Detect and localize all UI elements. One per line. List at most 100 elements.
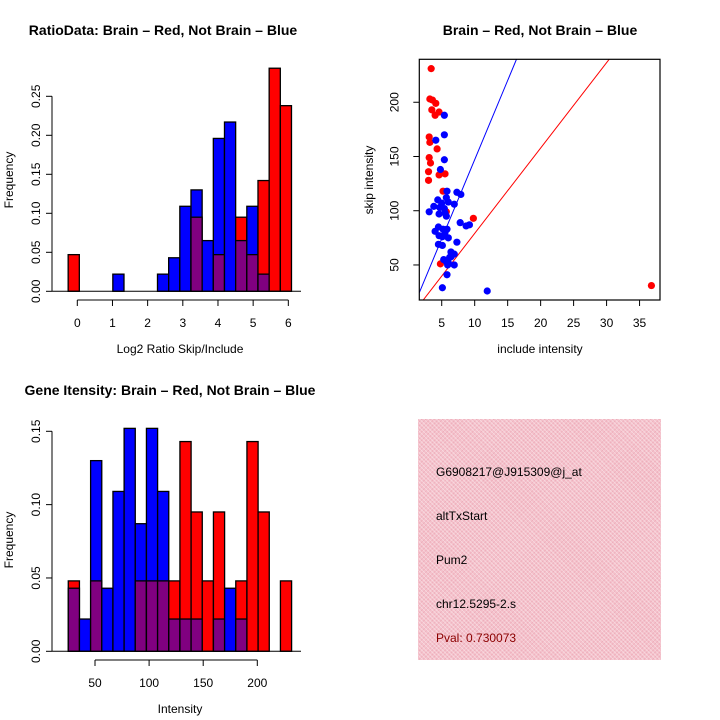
point-brain [427,65,435,73]
point-brain [424,176,433,184]
x-tick-label: 2 [144,316,151,330]
point-not-brain [435,210,443,218]
point-not-brain [483,287,491,295]
x-tick-label: 200 [247,676,267,690]
x-tick-label: 5 [438,316,445,330]
y-tick-label: 0.15 [29,419,43,443]
point-not-brain [457,190,465,199]
point-not-brain [436,165,445,174]
x-tick-label: 10 [468,316,482,330]
point-not-brain [425,208,433,216]
y-tick-label: 0.05 [29,566,43,590]
bar-not-brain [223,121,237,292]
x-tick-label: 30 [600,316,614,330]
brain-fit-line [422,59,610,300]
point-brain [647,281,656,290]
probe-id: G6908217@J915309@j_at [436,465,582,479]
y-tick-label: 0.00 [29,279,43,303]
point-not-brain [444,261,452,269]
point-not-brain [442,212,450,220]
bar-overlap [67,587,81,652]
point-not-brain [447,253,455,261]
point-not-brain [443,271,451,279]
point-not-brain [453,238,461,246]
point-not-brain [443,187,451,195]
point-not-brain [465,221,474,229]
chromosome-location: chr12.5295-2.s [436,597,517,611]
y-axis-label: Frequency [2,512,16,569]
plot-box [418,58,661,301]
bar-brain [201,580,215,652]
bar-not-brain [179,205,192,292]
bar-overlap [246,253,259,292]
bar-brain [279,105,293,292]
x-tick-label: 50 [88,676,102,690]
point-not-brain [438,241,446,250]
bar-overlap [145,580,159,652]
bar-overlap [179,618,192,652]
x-axis-label: Log2 Ratio Skip/Include [117,342,244,356]
point-brain [441,170,449,178]
y-tick-label: 0.15 [29,162,43,186]
x-tick-label: 5 [250,316,257,330]
chart-title: Brain – Red, Not Brain – Blue [443,22,638,38]
y-axis-label: Frequency [2,152,16,209]
chart-title: RatioData: Brain – Red, Not Brain – Blue [29,22,298,38]
y-tick-label: 0.00 [29,639,43,663]
x-axis-label: Intensity [158,702,203,716]
bar-brain [257,511,270,652]
p-value: Pval: 0.730073 [436,631,517,645]
x-tick-label: 1 [109,316,116,330]
bar-brain [279,580,293,652]
x-tick-label: 100 [139,676,159,690]
point-brain [425,133,433,141]
bar-overlap [212,253,226,292]
x-tick-label: 35 [633,316,647,330]
point-not-brain [450,200,458,208]
point-brain [428,106,436,114]
point-brain [426,159,435,167]
bar-not-brain [156,273,170,292]
x-tick-label: 4 [215,316,222,330]
x-tick-label: 6 [285,316,292,330]
bar-overlap [190,216,203,292]
y-axis-label: skip intensity [362,146,376,215]
bar-overlap [156,580,170,652]
point-not-brain [456,219,464,227]
bar-not-brain [101,587,114,652]
x-axis-label: include intensity [497,342,582,356]
bar-overlap [134,580,148,652]
bar-not-brain [112,490,125,652]
x-tick-label: 150 [193,676,213,690]
point-brain [426,138,434,146]
gene-info-panel: G6908217@J915309@j_at altTxStart Pum2 ch… [418,419,661,660]
point-not-brain [438,233,446,241]
not-brain-fit-line [419,59,518,293]
bar-brain [67,253,80,292]
y-tick-label: 0.20 [29,123,43,147]
y-tick-label: 0.10 [29,201,43,225]
gene-name: Pum2 [436,553,468,567]
point-not-brain [432,136,440,144]
point-brain [433,145,441,153]
chart-title: Gene Itensity: Brain – Red, Not Brain – … [25,382,316,398]
bar-not-brain [223,587,237,652]
y-tick-label: 0.05 [29,240,43,264]
bar-brain [268,67,281,292]
point-not-brain [450,261,458,269]
y-tick-label: 0.25 [29,84,43,108]
bar-brain [246,440,259,652]
point-not-brain [440,111,448,119]
bar-overlap [235,239,248,292]
x-tick-label: 0 [74,316,81,330]
y-tick-label: 150 [387,146,401,166]
y-tick-label: 100 [387,200,401,220]
x-tick-label: 3 [179,316,186,330]
point-not-brain [440,156,448,164]
point-brain [425,153,433,162]
x-tick-label: 25 [567,316,581,330]
point-not-brain [440,131,448,139]
event-type: altTxStart [436,509,488,523]
y-tick-label: 200 [387,92,401,112]
